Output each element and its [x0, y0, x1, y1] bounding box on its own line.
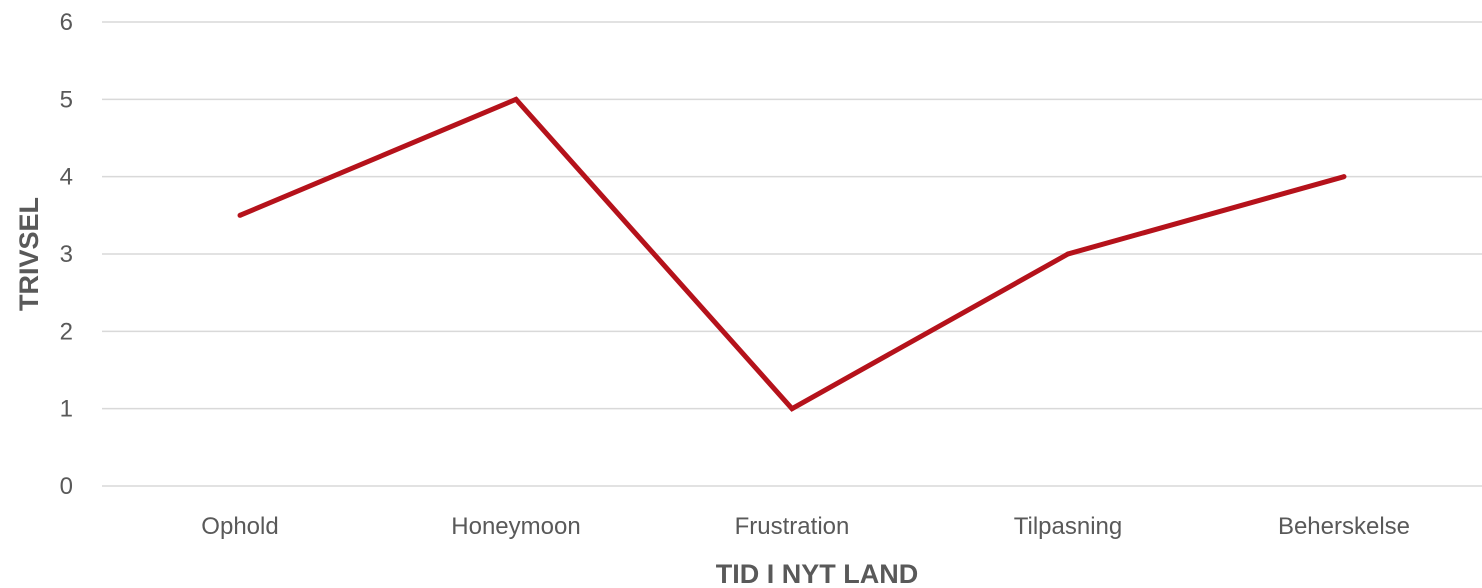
gridlines: [102, 21, 1482, 487]
x-tick-label: Honeymoon: [451, 513, 580, 540]
y-tick-label: 6: [60, 9, 73, 36]
data-point: [237, 212, 243, 218]
y-tick-label: 0: [60, 473, 73, 500]
y-tick-label: 4: [60, 164, 73, 191]
data-point: [1065, 251, 1071, 257]
y-tick-label: 2: [60, 318, 73, 345]
data-point: [1341, 174, 1347, 180]
x-tick-label: Frustration: [735, 513, 850, 540]
series-layer: [237, 96, 1347, 412]
y-tick-label: 3: [60, 241, 73, 268]
data-point: [513, 96, 519, 102]
y-axis-title: TRIVSEL: [14, 197, 44, 311]
x-tick-label: Ophold: [201, 513, 278, 540]
y-tick-label: 1: [60, 396, 73, 423]
x-axis-ticks: Ophold Honeymoon Frustration Tilpasning Behe…: [201, 513, 1410, 540]
x-tick-label: Beherskelse: [1278, 513, 1410, 540]
y-tick-label: 5: [60, 86, 73, 113]
x-tick-label: Tilpasning: [1014, 513, 1123, 540]
x-axis-title: TID I NYT LAND: [716, 559, 919, 588]
data-point: [789, 406, 795, 412]
y-axis-ticks: 0 1 2 3 4 5 6: [60, 9, 73, 500]
